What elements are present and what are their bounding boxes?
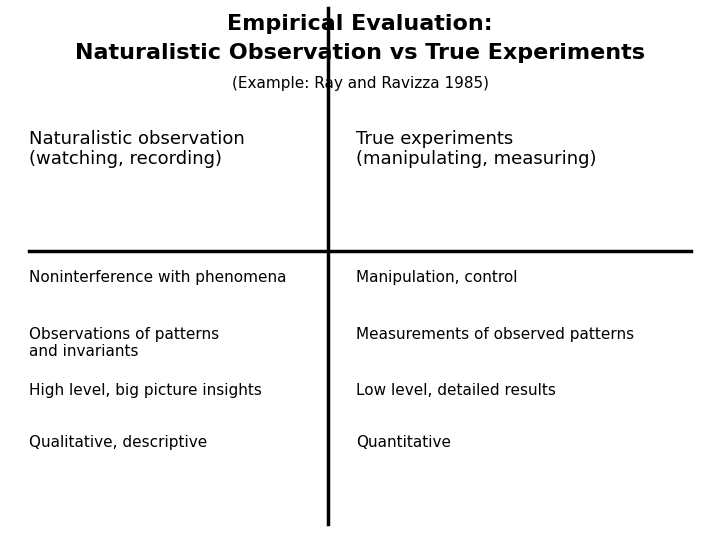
- Text: Low level, detailed results: Low level, detailed results: [356, 383, 557, 399]
- Text: True experiments
(manipulating, measuring): True experiments (manipulating, measurin…: [356, 130, 597, 168]
- Text: Observations of patterns
and invariants: Observations of patterns and invariants: [29, 327, 219, 359]
- Text: Measurements of observed patterns: Measurements of observed patterns: [356, 327, 634, 342]
- Text: (Example: Ray and Ravizza 1985): (Example: Ray and Ravizza 1985): [232, 76, 488, 91]
- Text: Qualitative, descriptive: Qualitative, descriptive: [29, 435, 207, 450]
- Text: Empirical Evaluation:: Empirical Evaluation:: [228, 14, 492, 33]
- Text: Quantitative: Quantitative: [356, 435, 451, 450]
- Text: High level, big picture insights: High level, big picture insights: [29, 383, 261, 399]
- Text: Naturalistic Observation vs True Experiments: Naturalistic Observation vs True Experim…: [75, 43, 645, 63]
- Text: Noninterference with phenomena: Noninterference with phenomena: [29, 270, 287, 285]
- Text: Manipulation, control: Manipulation, control: [356, 270, 518, 285]
- Text: Naturalistic observation
(watching, recording): Naturalistic observation (watching, reco…: [29, 130, 245, 168]
